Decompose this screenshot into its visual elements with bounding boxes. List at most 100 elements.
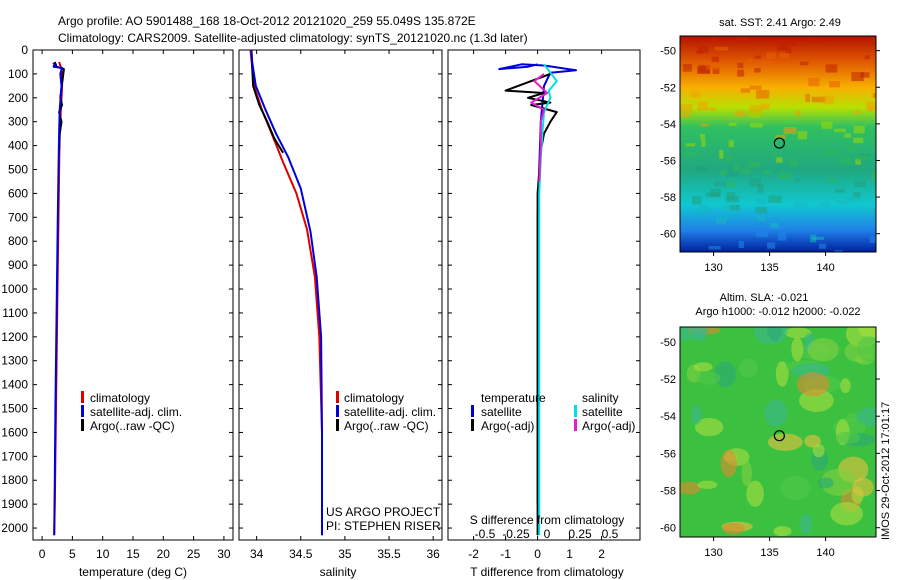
sst-cell (680, 104, 693, 114)
sst-cell (837, 200, 849, 205)
salinity-xlabel: salinity (320, 565, 357, 579)
legend-satellite: satellite-adj. clim. (344, 405, 436, 419)
sla-cell (746, 480, 764, 507)
sla-map-frame (679, 326, 877, 538)
series-line-argo (504, 72, 558, 536)
y-tick-label: 1500 (1, 402, 28, 416)
series-line-satellite (250, 49, 323, 536)
map-y-tick-label: -60 (660, 523, 676, 535)
map-x-tick-label: 135 (760, 262, 778, 274)
y-tick-label: 1600 (1, 425, 28, 439)
sst-cell (766, 52, 776, 60)
series-line-sat_salinity (538, 63, 558, 536)
sla-cell (840, 378, 851, 394)
sst-cell (735, 36, 747, 41)
sst-cell (834, 188, 845, 193)
sst-cell (746, 58, 753, 63)
y-tick-label: 1200 (1, 330, 28, 344)
y-tick-label: 1700 (1, 449, 28, 463)
sst-cell (708, 246, 721, 250)
y-tick-label: 300 (8, 115, 28, 129)
sst-cell (768, 195, 782, 203)
legend-swatch-satellite (81, 405, 84, 417)
sla-cell (791, 336, 804, 362)
sst-cell (829, 81, 841, 88)
legend-swatch-t-satellite (471, 405, 474, 417)
sst-cell (788, 41, 797, 46)
sst-cell (696, 50, 704, 54)
sst-cell (871, 170, 876, 180)
series-line-argo_adj_salinity (530, 73, 549, 182)
sst-cell (783, 127, 797, 135)
sst-cell (834, 250, 844, 252)
sst-cell (682, 64, 692, 72)
series-line-satellite (52, 62, 64, 536)
sst-cell (691, 91, 701, 98)
y-tick-label: 1000 (1, 282, 28, 296)
sla-cell (691, 405, 702, 425)
sst-cell (860, 72, 870, 78)
sst-cell (808, 77, 820, 87)
sst-cell (734, 110, 747, 117)
sla-cell (680, 481, 702, 495)
temperature-legend: climatology satellite-adj. clim. Argo(..… (81, 391, 182, 433)
sst-cell (869, 208, 876, 214)
sst-cell (847, 145, 857, 152)
sst-map-title: sat. SST: 2.41 Argo: 2.49 (719, 17, 841, 29)
sst-cell (794, 178, 800, 182)
sla-map-title: Altim. SLA: -0.021 (720, 292, 809, 304)
sst-cell (755, 206, 768, 214)
temperature-series (52, 61, 65, 536)
y-tick-label: 1900 (1, 497, 28, 511)
sla-heatmap (680, 327, 876, 537)
sst-y-ticks: -50 -52 -54 -56 -58 -60 (660, 46, 880, 241)
sla-cell (784, 327, 812, 339)
y-tick-label: 100 (8, 67, 28, 81)
salinity-x-ticks: 34 34.5 35 35.5 36 (250, 50, 440, 561)
x-tick-label: 35 (338, 547, 352, 561)
sst-cell (779, 52, 790, 59)
sst-cell (749, 85, 762, 90)
sst-cell (697, 46, 709, 54)
sst-cell (844, 133, 851, 138)
y-tick-label: 900 (8, 258, 28, 272)
sst-cell (823, 95, 834, 105)
sst-cell (698, 64, 710, 74)
sst-cell (711, 64, 723, 68)
sst-cell (789, 158, 797, 167)
s-diff-tick-label: -0.25 (502, 527, 530, 541)
sla-cell (817, 477, 834, 489)
sst-cell (794, 202, 808, 207)
map-y-tick-label: -56 (660, 448, 676, 460)
x-tick-label: 30 (217, 547, 231, 561)
sla-cell (693, 362, 713, 372)
pi-label: PI: STEPHEN RISER (326, 519, 441, 533)
x-tick-label: 1 (566, 547, 573, 561)
difference-xlabel: T difference from climatology (470, 565, 624, 579)
sst-cell (795, 110, 801, 117)
sla-cell (773, 526, 792, 537)
legend-t-satellite: satellite (481, 405, 522, 419)
sla-texture (680, 327, 876, 537)
sst-cell (869, 236, 876, 244)
sst-cell (772, 151, 778, 160)
sst-cell (754, 68, 761, 73)
map-y-tick-label: -50 (660, 46, 676, 58)
map-x-tick-label: 130 (704, 547, 722, 559)
legend-s-satellite: satellite (582, 405, 623, 419)
sla-cell (767, 433, 803, 451)
sst-cell (776, 42, 789, 50)
sst-cell (853, 125, 865, 134)
sst-cell (875, 39, 876, 46)
legend-climatology: climatology (90, 391, 150, 405)
sst-cell (808, 37, 815, 43)
sst-cell (726, 181, 736, 188)
series-line-argo (250, 49, 284, 154)
sla-cell (780, 475, 811, 501)
legend-swatch-satellite (336, 405, 339, 417)
sst-x-ticks: 130 135 140 (704, 252, 835, 274)
y-tick-label: 2000 (1, 521, 28, 535)
sla-cell (697, 480, 718, 490)
sst-cell (728, 140, 734, 148)
sst-cell (700, 123, 709, 127)
